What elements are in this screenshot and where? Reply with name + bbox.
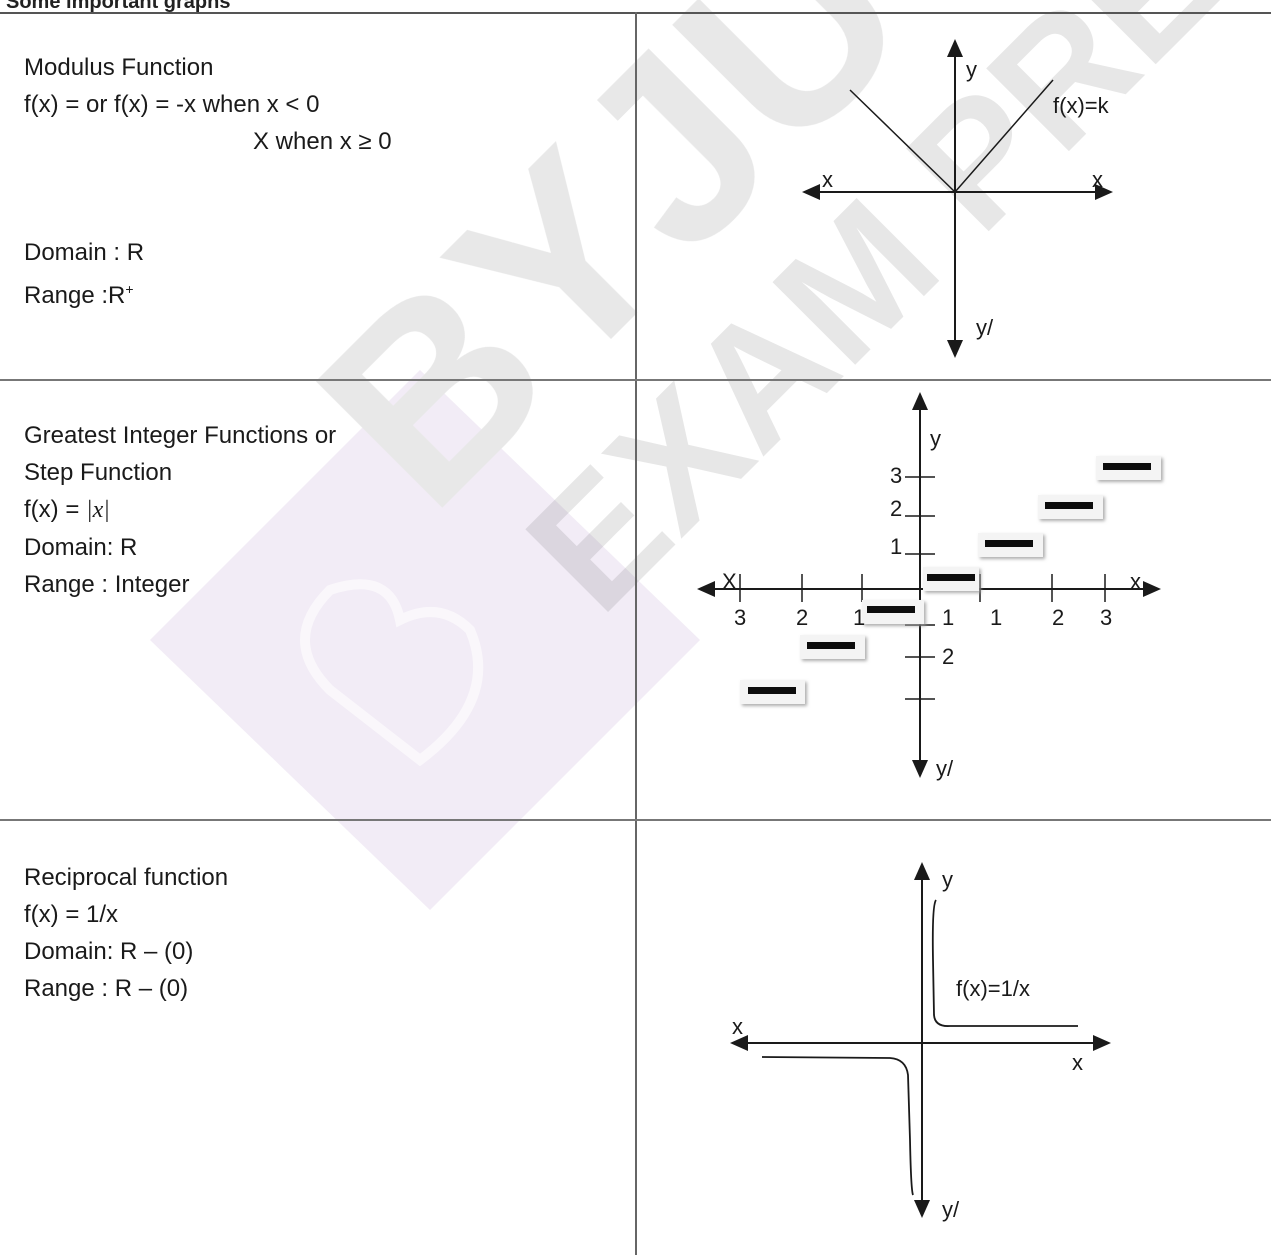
y-prime-label: y/ — [976, 315, 994, 340]
step-definition: f(x) = |x| — [24, 496, 110, 523]
x-tick-label-neg1: 1 — [853, 605, 865, 630]
x-tick-label-2: 2 — [1052, 605, 1064, 630]
reciprocal-title: Reciprocal function — [24, 864, 229, 891]
modulus-description: Modulus Function f(x) = or f(x) = -x whe… — [24, 49, 392, 314]
reciprocal-definition: f(x) = 1/x — [24, 901, 119, 928]
x-left-label: x — [822, 167, 833, 192]
x-right-label: x — [1092, 167, 1103, 192]
reciprocal-domain: Domain: R – (0) — [24, 938, 194, 965]
modulus-left-branch — [849, 89, 956, 193]
reciprocal-branch-positive — [931, 899, 1078, 1027]
reciprocal-graph: y y/ x x f(x)=1/x — [730, 862, 1111, 1222]
y-tick-label-3: 3 — [890, 463, 902, 488]
modulus-domain: Domain : R — [24, 239, 145, 266]
x-left-label: x — [732, 1014, 743, 1039]
modulus-definition: f(x) = or f(x) = -x when x < 0 — [24, 91, 320, 118]
page-title: Some important graphs — [6, 0, 231, 13]
x-tick-label-neg2: 2 — [796, 605, 808, 630]
step-title-line1: Greatest Integer Functions or — [24, 422, 337, 449]
x-ticks — [739, 574, 1106, 602]
step-segments — [740, 456, 1161, 704]
reciprocal-description: Reciprocal function f(x) = 1/x Domain: R… — [24, 859, 228, 1007]
step-range: Range : Integer — [24, 571, 190, 598]
modulus-graph: y y/ x x f(x)=k — [802, 39, 1113, 358]
y-tick-label-neg1: 1 — [942, 605, 954, 630]
step-description: Greatest Integer Functions or Step Funct… — [24, 417, 336, 603]
step-graph: y y/ X x 3 2 1 3 2 1 1 1 2 3 2 — [697, 392, 1161, 781]
y-tick-label-2: 2 — [890, 496, 902, 521]
y-label: y — [942, 867, 953, 892]
curve-label: f(x)=k — [1053, 93, 1110, 118]
curve-label: f(x)=1/x — [956, 976, 1030, 1001]
x-tick-label-3: 3 — [1100, 605, 1112, 630]
y-prime-label: y/ — [936, 756, 954, 781]
y-prime-label: y/ — [942, 1197, 960, 1222]
reciprocal-branch-negative — [761, 1056, 914, 1196]
x-left-label: X — [722, 569, 737, 594]
x-tick-label-1: 1 — [990, 605, 1002, 630]
row-divider-2 — [0, 819, 1271, 821]
x-right-label: x — [1130, 569, 1141, 594]
modulus-title: Modulus Function — [24, 54, 214, 81]
y-label: y — [930, 426, 941, 451]
column-divider — [635, 12, 637, 1255]
row-divider-1 — [0, 379, 1271, 381]
y-tick-label-neg2: 2 — [942, 644, 954, 669]
x-right-label: x — [1072, 1050, 1083, 1075]
modulus-range: Range :R+ — [24, 281, 134, 309]
y-label: y — [966, 57, 977, 82]
y-tick-label-1: 1 — [890, 534, 902, 559]
reciprocal-range: Range : R – (0) — [24, 975, 189, 1002]
modulus-right-branch — [954, 79, 1054, 193]
step-domain: Domain: R — [24, 534, 138, 561]
modulus-definition-cont: X when x ≥ 0 — [253, 128, 392, 155]
x-tick-label-neg3: 3 — [734, 605, 746, 630]
y-ticks — [905, 476, 935, 700]
step-title-line2: Step Function — [24, 459, 173, 486]
